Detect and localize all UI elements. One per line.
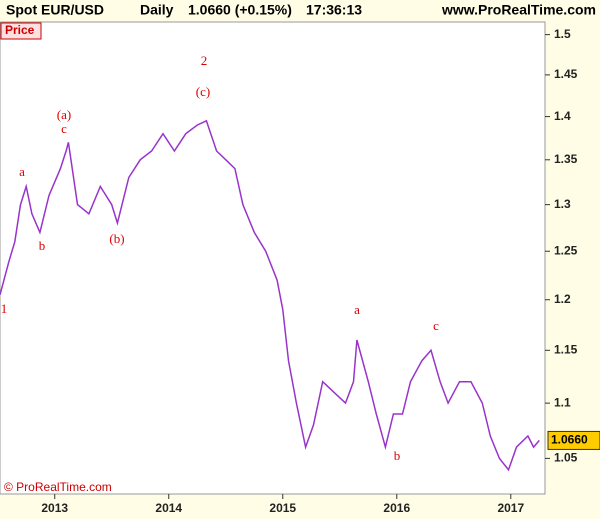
- chart-title: Price: [5, 23, 35, 37]
- last-value-box: [547, 430, 600, 450]
- wave-label: 1: [1, 301, 8, 316]
- title-box: [0, 22, 42, 40]
- wave-label: 2: [201, 53, 208, 68]
- y-tick-label: 1.4: [554, 109, 571, 123]
- y-tick-label: 1.15: [554, 342, 578, 356]
- price-line: [0, 119, 540, 472]
- period: Daily: [140, 2, 174, 18]
- x-tick-label: 2016: [383, 501, 410, 515]
- y-tick-label: 1.5: [554, 27, 571, 41]
- wave-label: c: [61, 121, 67, 136]
- site: www.ProRealTime.com: [441, 2, 596, 18]
- y-tick-label: 1.1: [554, 395, 571, 409]
- quote: 1.0660 (+0.15%): [188, 2, 292, 18]
- wave-label: b: [394, 448, 401, 463]
- wave-label: a: [354, 302, 360, 317]
- y-tick-label: 1.2: [554, 292, 571, 306]
- x-tick-label: 2017: [497, 501, 524, 515]
- x-tick-label: 2015: [269, 501, 296, 515]
- time: 17:36:13: [306, 2, 362, 18]
- y-tick-label: 1.35: [554, 152, 578, 166]
- y-tick-label: 1.3: [554, 197, 571, 211]
- wave-label: (c): [196, 84, 210, 99]
- last-value-label: 1.0660: [551, 433, 588, 447]
- y-tick-label: 1.05: [554, 451, 578, 465]
- x-tick-label: 2014: [155, 501, 182, 515]
- wave-label: a: [19, 164, 25, 179]
- wave-label: (b): [109, 231, 124, 246]
- y-tick-label: 1.45: [554, 67, 578, 81]
- wave-label: c: [433, 318, 439, 333]
- footer: © ProRealTime.com: [4, 480, 112, 494]
- wave-label: b: [39, 238, 46, 253]
- y-tick-label: 1.25: [554, 243, 578, 257]
- wave-label: (a): [57, 107, 71, 122]
- x-tick-label: 2013: [41, 501, 68, 515]
- symbol: Spot EUR/USD: [6, 2, 104, 18]
- plot-area: [0, 21, 546, 495]
